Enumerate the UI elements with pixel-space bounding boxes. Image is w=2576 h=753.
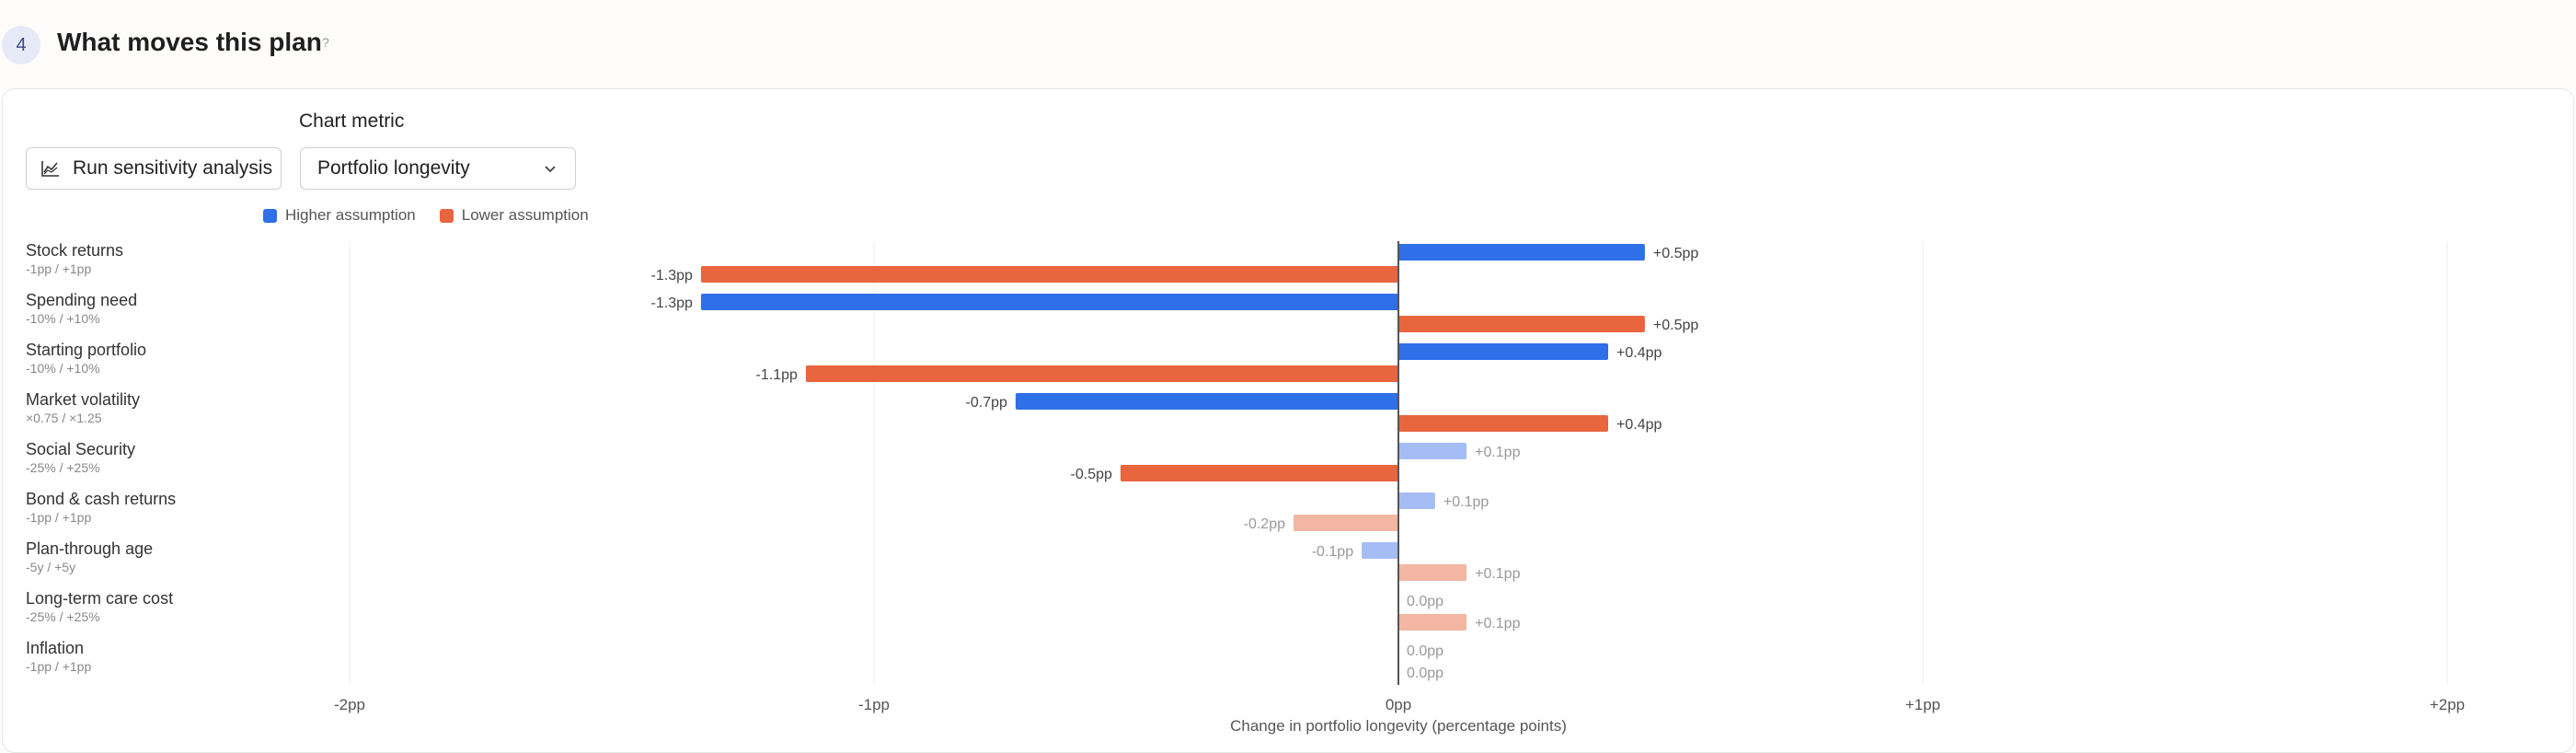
bar-value-label: +0.1pp bbox=[1443, 494, 1489, 510]
row-range: -25% / +25% bbox=[26, 460, 100, 475]
run-sensitivity-button[interactable]: Run sensitivity analysis bbox=[26, 147, 282, 190]
row-range: -10% / +10% bbox=[26, 311, 100, 326]
bar-higher bbox=[1015, 393, 1398, 410]
chart-metric-value: Portfolio longevity bbox=[317, 157, 470, 179]
chart-metric-select[interactable]: Portfolio longevity bbox=[300, 147, 576, 190]
bar-lower bbox=[1120, 465, 1398, 481]
row-label: Inflation -1pp / +1pp bbox=[26, 638, 91, 675]
bar-lower bbox=[700, 266, 1398, 283]
row-label: Long-term care cost -25% / +25% bbox=[26, 588, 173, 625]
chevron-down-icon bbox=[545, 166, 556, 173]
row-range: -1pp / +1pp bbox=[26, 510, 92, 525]
bar-value-label: -0.7pp bbox=[966, 395, 1007, 411]
bar-value-label: 0.0pp bbox=[1407, 643, 1443, 659]
row-label: Bond & cash returns -1pp / +1pp bbox=[26, 489, 176, 526]
bar-higher bbox=[1398, 443, 1467, 459]
bar-lower bbox=[1398, 564, 1467, 581]
row-name: Bond & cash returns bbox=[26, 490, 177, 508]
bar-value-label: +0.5pp bbox=[1653, 246, 1698, 261]
bar-higher bbox=[1398, 492, 1435, 509]
area-chart-icon bbox=[41, 161, 59, 177]
chart-metric-label: Chart metric bbox=[299, 110, 405, 132]
legend-label-lower: Lower assumption bbox=[461, 206, 589, 224]
x-tick-label: -1pp bbox=[858, 696, 890, 713]
row-range: -1pp / +1pp bbox=[26, 659, 92, 674]
row-range: -5y / +5y bbox=[26, 560, 76, 574]
bar-value-label: +0.4pp bbox=[1616, 345, 1662, 361]
bar-value-label: -0.1pp bbox=[1312, 544, 1353, 560]
help-icon[interactable]: ? bbox=[322, 35, 329, 50]
bar-value-label: +0.1pp bbox=[1475, 616, 1520, 631]
row-name: Stock returns bbox=[26, 241, 124, 260]
x-tick-label: +2pp bbox=[2430, 696, 2465, 713]
bar-value-label: -0.5pp bbox=[1071, 467, 1112, 482]
bar-lower bbox=[1398, 316, 1645, 332]
bar-higher bbox=[1398, 244, 1645, 261]
legend-swatch-lower bbox=[439, 208, 454, 223]
row-label: Social Security -25% / +25% bbox=[26, 439, 135, 476]
bar-lower bbox=[805, 365, 1398, 382]
tornado-chart: -2pp -1pp 0pp +1pp +2pp Change in portfolio l… bbox=[334, 241, 2465, 735]
row-name: Inflation bbox=[26, 639, 85, 657]
row-range: -1pp / +1pp bbox=[26, 261, 92, 276]
bar-value-label: -1.3pp bbox=[651, 295, 693, 311]
row-label: Starting portfolio -10% / +10% bbox=[26, 340, 146, 376]
row-label: Stock returns -1pp / +1pp bbox=[26, 240, 123, 277]
bar-lower bbox=[1398, 614, 1467, 631]
x-tick-label: +1pp bbox=[1905, 696, 1940, 713]
bar-value-label: +0.5pp bbox=[1653, 318, 1698, 333]
row-label: Market volatility ×0.75 / ×1.25 bbox=[26, 389, 140, 426]
bar-value-label: +0.1pp bbox=[1475, 445, 1520, 460]
section-title: What moves this plan bbox=[57, 28, 322, 56]
bar-value-label: -0.2pp bbox=[1244, 516, 1285, 532]
row-range: -25% / +25% bbox=[26, 609, 100, 624]
x-axis-label: Change in portfolio longevity (percentag… bbox=[1230, 717, 1567, 735]
legend-label-higher: Higher assumption bbox=[285, 206, 416, 224]
section-header: 4 What moves this plan ? bbox=[0, 0, 2576, 88]
row-label: Spending need -10% / +10% bbox=[26, 290, 137, 327]
bar-lower bbox=[1294, 515, 1398, 531]
bar-lower bbox=[1398, 415, 1608, 432]
bar-value-label: 0.0pp bbox=[1407, 594, 1443, 609]
bar-higher bbox=[1362, 542, 1398, 559]
legend-item-higher: Higher assumption bbox=[263, 206, 416, 225]
bar-value-label: +0.4pp bbox=[1616, 417, 1662, 433]
bar-value-label: +0.1pp bbox=[1475, 566, 1520, 582]
sensitivity-card bbox=[2, 88, 2574, 753]
run-sensitivity-label: Run sensitivity analysis bbox=[73, 157, 273, 179]
legend-item-lower: Lower assumption bbox=[439, 206, 589, 225]
step-badge: 4 bbox=[2, 26, 40, 64]
bar-higher bbox=[1398, 343, 1608, 360]
bar-value-label: -1.1pp bbox=[756, 367, 798, 383]
x-tick-label: 0pp bbox=[1386, 696, 1411, 713]
row-range: ×0.75 / ×1.25 bbox=[26, 411, 102, 425]
bar-value-label: 0.0pp bbox=[1407, 666, 1443, 681]
row-name: Plan-through age bbox=[26, 539, 154, 558]
bar-value-label: -1.3pp bbox=[651, 268, 693, 284]
x-tick-label: -2pp bbox=[334, 696, 365, 713]
legend-swatch-higher bbox=[263, 208, 277, 223]
bar-higher bbox=[700, 294, 1398, 310]
row-name: Spending need bbox=[26, 291, 138, 309]
row-label: Plan-through age -5y / +5y bbox=[26, 539, 153, 575]
row-name: Social Security bbox=[26, 440, 136, 458]
chart-legend: Higher assumption Lower assumption bbox=[263, 204, 613, 226]
row-name: Starting portfolio bbox=[26, 341, 147, 359]
row-name: Market volatility bbox=[26, 390, 141, 409]
row-range: -10% / +10% bbox=[26, 361, 100, 376]
row-name: Long-term care cost bbox=[26, 589, 174, 608]
